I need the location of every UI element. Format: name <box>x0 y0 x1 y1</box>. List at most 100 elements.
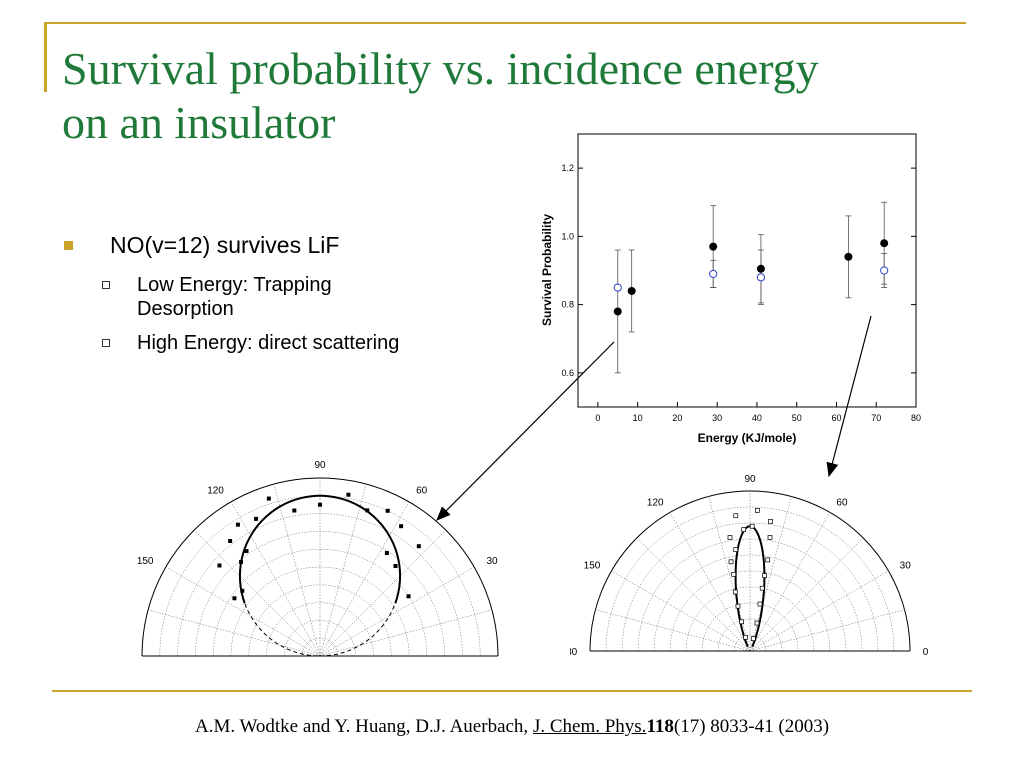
polar-data-point <box>739 619 744 625</box>
polar-grid-spoke <box>165 566 321 657</box>
polar-grid-ring <box>653 554 847 652</box>
polar-data-point <box>754 620 760 626</box>
polar-data-point <box>399 524 404 529</box>
polar-grid-spoke <box>708 496 751 652</box>
polar-data-point <box>732 589 738 595</box>
polar-grid-spoke <box>319 529 447 657</box>
bullet-main: NO(v=12) survives LiF <box>62 232 502 259</box>
polar-data-point <box>244 549 249 554</box>
y-tick-label: 0.6 <box>561 368 574 378</box>
polar-data-point <box>759 585 765 591</box>
polar-grid-spoke <box>319 566 475 657</box>
polar-grid-spoke <box>749 570 889 652</box>
y-tick-label: 1.0 <box>561 231 574 241</box>
filled-data-point <box>627 286 636 295</box>
citation-journal-link[interactable]: J. Chem. Phys. <box>532 716 647 737</box>
polar-grid-spoke <box>230 501 321 657</box>
polar-data-point <box>232 596 237 601</box>
polar-grid-spoke <box>669 512 751 652</box>
polar-angle-label: 60 <box>416 486 428 497</box>
polar-data-point <box>762 573 768 578</box>
polar-grid-spoke <box>636 537 751 652</box>
bullet-main-text: NO(v=12) survives LiF <box>110 232 340 258</box>
polar-data-point <box>406 594 411 599</box>
title-frame-horizontal <box>44 22 966 24</box>
open-data-point <box>709 269 718 279</box>
polar-data-point <box>240 588 245 593</box>
polar-angle-label: 120 <box>647 497 664 508</box>
title-frame-vertical <box>44 22 47 92</box>
polar-grid-spoke <box>319 501 410 657</box>
sub-bullet-2-text: High Energy: direct scattering <box>137 332 400 354</box>
polar-data-point <box>755 508 760 513</box>
polar-data-point <box>735 603 741 609</box>
polar-data-point <box>749 523 755 529</box>
polar-data-point <box>254 516 259 521</box>
polar-grid-spoke <box>749 609 905 652</box>
slide-title-line2: on an insulator <box>62 97 336 148</box>
polar-data-point <box>767 535 773 540</box>
polar-data-point <box>743 634 748 640</box>
polar-angle-label: 90 <box>314 460 326 471</box>
polar-data-point <box>768 519 773 524</box>
polar-data-point <box>728 559 734 565</box>
filled-data-point <box>709 242 718 251</box>
x-tick-label: 20 <box>672 413 682 423</box>
polar-grid-spoke <box>611 570 751 652</box>
sub-bullet-1: Low Energy: Trapping Desorption <box>62 273 502 321</box>
polar-data-point <box>741 527 746 532</box>
x-tick-label: 10 <box>633 413 643 423</box>
citation: A.M. Wodtke and Y. Huang, D.J. Auerbach,… <box>0 716 1024 738</box>
polar-data-point <box>346 492 351 497</box>
polar-data-point <box>750 636 756 641</box>
polar-grid-spoke <box>148 609 321 657</box>
polar-angle-label: 0 <box>923 647 929 658</box>
citation-authors: A.M. Wodtke and Y. Huang, D.J. Auerbach, <box>194 716 529 737</box>
polar-grid-spoke <box>193 529 321 657</box>
polar-data-point <box>235 522 240 527</box>
polar-grid-spoke <box>319 609 492 657</box>
x-axis-label: Energy (KJ/mole) <box>698 431 797 445</box>
polar-angle-label: 90 <box>744 474 756 485</box>
polar-grid-ring <box>230 566 410 657</box>
polar-grid-ring <box>701 602 799 652</box>
polar-grid-spoke <box>749 496 792 652</box>
polar-angle-label: 120 <box>207 486 224 497</box>
x-tick-label: 0 <box>595 413 600 423</box>
polar-data-point <box>416 544 421 549</box>
x-tick-label: 30 <box>712 413 722 423</box>
polar-grid-spoke <box>749 512 831 652</box>
filled-data-point <box>844 252 853 261</box>
polar-data-point <box>292 508 297 513</box>
polar-data-point <box>393 564 398 569</box>
x-tick-label: 50 <box>792 413 802 423</box>
polar-grid-ring <box>669 570 831 652</box>
citation-rest: (17) 8033-41 (2003) <box>673 716 830 737</box>
x-tick-label: 60 <box>831 413 841 423</box>
polar-data-point <box>733 513 739 519</box>
polar-grid-ring <box>195 531 445 657</box>
x-tick-label: 80 <box>911 413 921 423</box>
plot-area <box>577 133 917 408</box>
polar-angle-label: 30 <box>486 556 498 567</box>
polar-grid-spoke <box>273 484 321 657</box>
sub-bullet-box-icon <box>102 281 110 289</box>
polar-angle-label: 150 <box>584 561 601 572</box>
filled-data-point <box>756 264 765 273</box>
y-tick-label: 1.2 <box>561 163 574 173</box>
x-tick-label: 40 <box>752 413 762 423</box>
polar-grid-ring <box>177 513 463 657</box>
polar-data-point <box>228 538 233 543</box>
polar-data-point <box>757 601 763 607</box>
polar-angle-label: 60 <box>836 497 848 508</box>
polar-data-point <box>217 563 222 568</box>
y-axis-label: Survival Probability <box>540 214 554 326</box>
polar-data-point <box>727 535 733 540</box>
slide-title: Survival probability vs. incidence energ… <box>62 42 962 150</box>
sub-bullet-1-line2: Desorption <box>137 298 234 320</box>
polar-grid-ring <box>301 637 339 657</box>
open-data-point <box>613 283 622 292</box>
polar-data-point <box>318 502 322 507</box>
sub-bullet-1-line1: Low Energy: Trapping <box>137 274 332 296</box>
polar-data-point <box>266 496 271 501</box>
